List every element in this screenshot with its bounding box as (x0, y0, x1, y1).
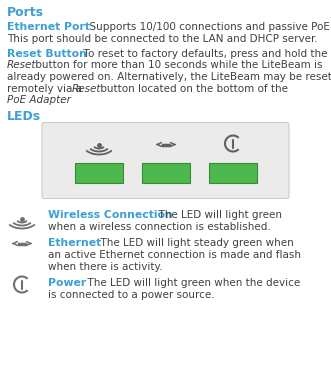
Text: Wireless Connection: Wireless Connection (48, 210, 173, 221)
Text: LEDs: LEDs (7, 110, 41, 123)
Text: PoE Adapter: PoE Adapter (7, 95, 71, 105)
Bar (209, 163, 257, 182)
Text: To reset to factory defaults, press and hold the: To reset to factory defaults, press and … (77, 49, 327, 59)
Text: Ethernet Port: Ethernet Port (7, 22, 90, 32)
Text: button for more than 10 seconds while the LiteBeam is: button for more than 10 seconds while th… (32, 61, 322, 70)
Text: The LED will light green when the device: The LED will light green when the device (81, 279, 300, 288)
FancyBboxPatch shape (42, 123, 289, 199)
Text: .: . (60, 95, 63, 105)
Text: This port should be connected to the LAN and DHCP server.: This port should be connected to the LAN… (7, 34, 318, 43)
Text: Reset Button: Reset Button (7, 49, 87, 59)
Text: The LED will light steady green when: The LED will light steady green when (94, 239, 294, 248)
Bar (75, 163, 123, 182)
Text: already powered on. Alternatively, the LiteBeam may be reset: already powered on. Alternatively, the L… (7, 72, 331, 82)
Text: The LED will light green: The LED will light green (152, 210, 282, 221)
Text: Ports: Ports (7, 6, 44, 19)
Text: button located on the bottom of the: button located on the bottom of the (97, 83, 288, 93)
Bar (142, 163, 190, 182)
Text: when there is activity.: when there is activity. (48, 261, 163, 272)
Text: an active Ethernet connection is made and flash: an active Ethernet connection is made an… (48, 250, 301, 260)
Text: Reset: Reset (72, 83, 102, 93)
Text: Supports 10/100 connections and passive PoE.: Supports 10/100 connections and passive … (83, 22, 331, 32)
Text: is connected to a power source.: is connected to a power source. (48, 290, 214, 300)
Text: Power: Power (48, 279, 86, 288)
Text: Reset: Reset (7, 61, 36, 70)
Text: remotely via a: remotely via a (7, 83, 85, 93)
Text: Ethernet: Ethernet (48, 239, 101, 248)
Text: when a wireless connection is established.: when a wireless connection is establishe… (48, 222, 271, 232)
